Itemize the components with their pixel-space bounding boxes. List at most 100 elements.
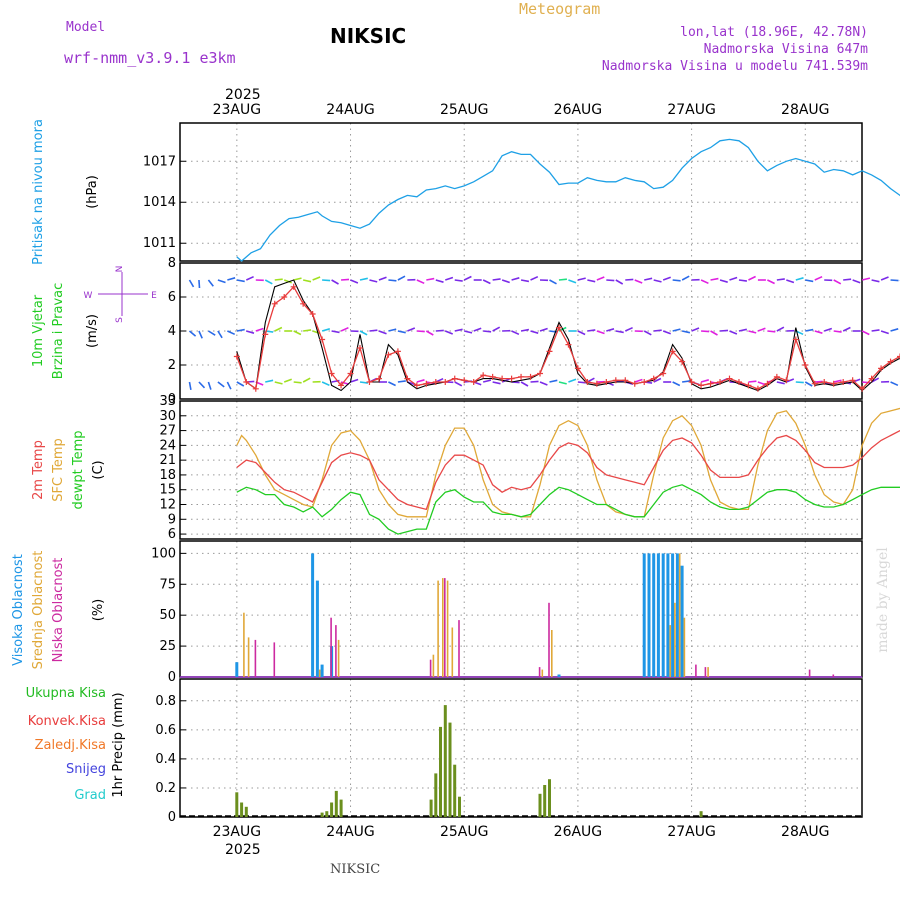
- wind-barb: [757, 381, 766, 386]
- temperature-ytick-label: 15: [159, 483, 176, 498]
- wind-speed-point: [328, 370, 335, 377]
- cloud-high-bar: [235, 662, 239, 677]
- wind-barb: [302, 377, 311, 383]
- wind-barb: [378, 276, 387, 281]
- wind-barb: [492, 278, 501, 281]
- wind-barb: [672, 381, 681, 387]
- wind-barb: [861, 330, 870, 336]
- x-day-label-top: 25AUG: [440, 102, 489, 118]
- wind-barb: [236, 279, 245, 283]
- wind-speed-point: [423, 380, 430, 387]
- x-day-label-bottom: 27AUG: [667, 824, 716, 840]
- wind-speed-point: [868, 375, 875, 382]
- wind-barb: [312, 330, 321, 335]
- x-day-label-top: 23AUG: [213, 102, 262, 118]
- wind-barb: [520, 328, 530, 332]
- cloud-high-bar: [647, 553, 651, 677]
- wind-barb: [264, 279, 273, 285]
- wind-speed-point: [252, 385, 259, 392]
- wind-speed-point: [461, 377, 468, 384]
- precip-total-bar: [325, 811, 329, 817]
- wind-barb: [246, 330, 255, 334]
- precip-ytick-label: 0.8: [155, 694, 176, 709]
- wind-barb: [530, 330, 539, 334]
- cloud-mid-bar: [446, 580, 449, 677]
- pressure-frame: [179, 122, 863, 262]
- wind-speed-point: [735, 379, 742, 385]
- precip-ytick-label: 0: [168, 810, 176, 825]
- wind-ytick-label: 8: [168, 256, 176, 271]
- cloud-mid-bar: [683, 617, 686, 677]
- wind-speed-point: [717, 379, 724, 385]
- wind-speed-point: [385, 351, 392, 358]
- wind-barb: [520, 381, 529, 387]
- watermark: made by Angel: [875, 547, 891, 653]
- cloud-high-bar: [656, 553, 660, 677]
- cloud-high-bar: [661, 553, 665, 677]
- clouds-frame: [179, 540, 863, 678]
- wind-barb: [833, 279, 842, 285]
- model-label: Model: [66, 20, 106, 35]
- cloud-mid-bar: [678, 553, 681, 677]
- cloud-low-bar: [832, 674, 835, 677]
- wind-ylabel-1: 10m Vjetar: [31, 294, 46, 367]
- wind-barb: [378, 330, 387, 335]
- meteogram-label: Meteogram: [519, 0, 601, 18]
- wind-barb: [558, 278, 567, 281]
- wind-barb: [606, 328, 615, 332]
- wind-barb: [293, 381, 302, 384]
- cloud-low-bar: [254, 639, 257, 677]
- wind-speed-point: [660, 370, 667, 377]
- cloud-low-bar: [548, 602, 550, 677]
- pressure-ytick-label: 1017: [143, 154, 176, 169]
- x-day-label-bottom: 23AUG: [213, 824, 262, 840]
- clouds-ytick-label: 100: [151, 546, 176, 561]
- wind-barb: [483, 330, 492, 333]
- wind-barb: [615, 279, 624, 285]
- wind-barb: [454, 328, 463, 332]
- wind-speed-point: [764, 380, 771, 387]
- cloud-mid-bar: [318, 669, 321, 677]
- wind-barb: [331, 279, 339, 285]
- wind-barb: [786, 378, 795, 383]
- wind-barb: [606, 279, 615, 282]
- wind-barb: [274, 381, 283, 385]
- wind-barb: [852, 279, 861, 284]
- wind-barb: [198, 381, 206, 389]
- wind-barb: [350, 279, 359, 284]
- wind-barb: [207, 381, 212, 390]
- wind-barb: [823, 327, 833, 332]
- wind-barb: [520, 279, 530, 283]
- wind-barb: [236, 328, 245, 332]
- wind-barb: [426, 277, 435, 281]
- temperature-frame: [179, 400, 863, 540]
- wind-barb: [322, 279, 331, 282]
- wind-barb: [767, 279, 775, 285]
- wind-barb: [701, 330, 710, 333]
- wind-barb: [274, 278, 283, 281]
- wind-barb: [217, 330, 223, 339]
- wind-barb: [407, 327, 416, 332]
- wind-speed-point: [347, 370, 354, 377]
- precip-total-bar: [538, 793, 542, 817]
- precip-total-bar: [434, 773, 438, 817]
- wind-barb: [473, 327, 482, 332]
- wind-barb: [634, 378, 643, 383]
- wind-speed-point: [319, 336, 326, 343]
- wind-barb: [539, 327, 548, 332]
- cloud-high-bar: [666, 553, 670, 677]
- wind-barb: [738, 328, 747, 332]
- temp-unit: (C): [91, 460, 106, 479]
- temp-ylabel-sfc: SFC Temp: [51, 438, 66, 502]
- precip-total-bar: [548, 779, 551, 817]
- cloud-ylabel-mid: Srednja Oblacnost: [31, 551, 46, 670]
- wind-speed-point: [584, 379, 591, 385]
- precip-frame: [179, 678, 863, 818]
- wind-speed-point: [413, 382, 420, 389]
- wind-speed-point: [233, 353, 240, 360]
- wind-gust-line: [236, 279, 900, 392]
- wind-speed-point: [840, 379, 847, 385]
- wind-barb: [804, 381, 813, 387]
- wind-barb: [198, 279, 201, 289]
- elevation-label: Nadmorska Visina 647m: [703, 42, 868, 57]
